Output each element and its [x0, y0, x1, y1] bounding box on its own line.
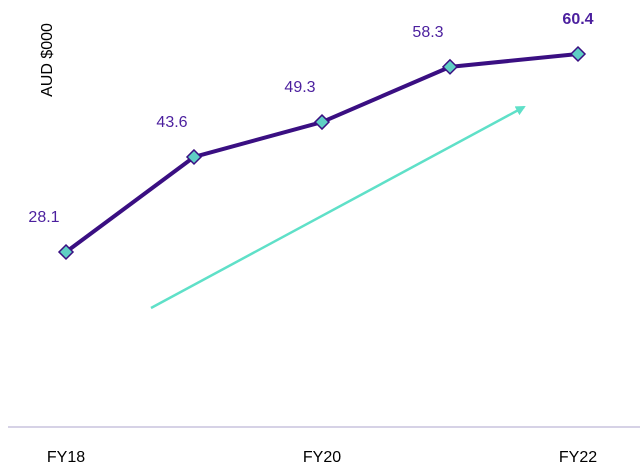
data-label: 60.4 [562, 11, 593, 28]
x-tick-label: FY20 [303, 449, 341, 466]
data-point-marker [313, 113, 331, 131]
data-label: 43.6 [156, 114, 187, 131]
trend-arrow [150, 105, 526, 310]
data-label: 58.3 [412, 24, 443, 41]
data-point-marker [441, 58, 459, 75]
data-label: 28.1 [28, 209, 59, 226]
y-axis-label: AUD $000 [39, 23, 56, 97]
x-tick-label: FY22 [559, 449, 597, 466]
data-point-marker [569, 45, 587, 63]
data-label: 49.3 [284, 79, 315, 96]
series-layer: 28.1 43.6 49.3 58.3 60.4 [28, 11, 594, 261]
tick-labels: FY18 FY20 FY22 [47, 449, 597, 466]
series-line [64, 52, 579, 254]
x-tick-label: FY18 [47, 449, 85, 466]
data-point-marker [57, 243, 75, 261]
data-point-marker [185, 148, 203, 166]
